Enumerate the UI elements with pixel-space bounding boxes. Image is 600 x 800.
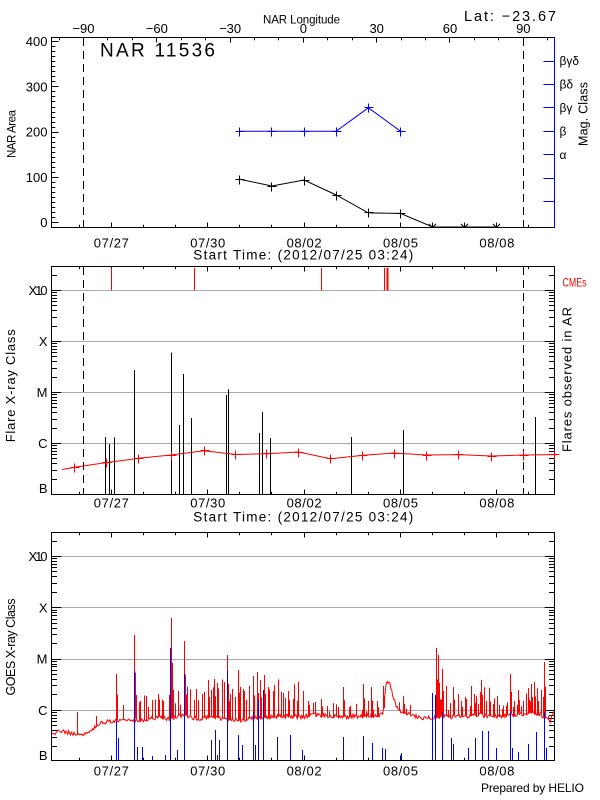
svg-text:−90: −90 [72, 21, 94, 36]
svg-text:07/27: 07/27 [94, 496, 129, 511]
svg-text:B: B [39, 481, 48, 496]
svg-text:08/05: 08/05 [383, 764, 418, 779]
svg-text:90: 90 [516, 21, 530, 36]
svg-text:X10: X10 [29, 283, 48, 298]
svg-text:08/05: 08/05 [383, 496, 418, 511]
svg-text:07/27: 07/27 [94, 236, 129, 251]
svg-text:Start Time: (2012/07/25 03:24): Start Time: (2012/07/25 03:24) [193, 248, 413, 263]
svg-text:07/30: 07/30 [190, 764, 225, 779]
svg-text:0: 0 [40, 215, 47, 230]
svg-text:08/08: 08/08 [479, 236, 514, 251]
svg-text:CMEs: CMEs [563, 276, 587, 290]
svg-text:Lat: −23.67: Lat: −23.67 [464, 9, 556, 25]
svg-text:α: α [560, 148, 567, 162]
svg-text:X: X [39, 600, 48, 615]
svg-text:60: 60 [443, 21, 457, 36]
svg-text:08/02: 08/02 [287, 496, 322, 511]
svg-text:NAR 11536: NAR 11536 [100, 41, 215, 62]
svg-text:M: M [37, 652, 48, 667]
svg-text:08/02: 08/02 [287, 236, 322, 251]
svg-text:Start Time: (2012/07/25 03:24): Start Time: (2012/07/25 03:24) [193, 510, 413, 525]
svg-text:30: 30 [369, 21, 383, 36]
svg-text:07/27: 07/27 [94, 764, 129, 779]
svg-text:−30: −30 [219, 21, 241, 36]
svg-text:−60: −60 [146, 21, 168, 36]
svg-text:GOES X-ray Class: GOES X-ray Class [4, 599, 18, 696]
svg-text:βγδ: βγδ [560, 54, 580, 68]
svg-text:X10: X10 [29, 549, 48, 564]
svg-text:400: 400 [26, 34, 48, 49]
svg-text:Prepared by HELIO: Prepared by HELIO [481, 781, 584, 795]
svg-text:C: C [38, 436, 47, 451]
svg-text:NAR Longitude: NAR Longitude [263, 15, 340, 27]
svg-text:200: 200 [26, 125, 48, 140]
svg-text:M: M [37, 385, 48, 400]
svg-text:βγ: βγ [560, 101, 573, 115]
svg-text:Flare X-ray Class: Flare X-ray Class [3, 329, 18, 443]
svg-text:07/30: 07/30 [190, 236, 225, 251]
svg-text:0: 0 [300, 21, 307, 36]
svg-text:β: β [560, 124, 567, 138]
svg-text:300: 300 [26, 79, 48, 94]
svg-text:100: 100 [26, 170, 48, 185]
svg-text:07/30: 07/30 [190, 496, 225, 511]
svg-text:08/08: 08/08 [479, 496, 514, 511]
svg-text:Flares observed in AR: Flares observed in AR [560, 307, 575, 452]
svg-text:X: X [39, 334, 48, 349]
svg-text:B: B [39, 748, 48, 763]
svg-text:08/08: 08/08 [479, 764, 514, 779]
svg-text:08/05: 08/05 [383, 236, 418, 251]
svg-text:NAR Area: NAR Area [7, 109, 19, 158]
svg-text:C: C [38, 703, 47, 718]
svg-text:βδ: βδ [560, 78, 574, 92]
svg-text:08/02: 08/02 [287, 764, 322, 779]
svg-text:Mag. Class: Mag. Class [577, 82, 591, 146]
